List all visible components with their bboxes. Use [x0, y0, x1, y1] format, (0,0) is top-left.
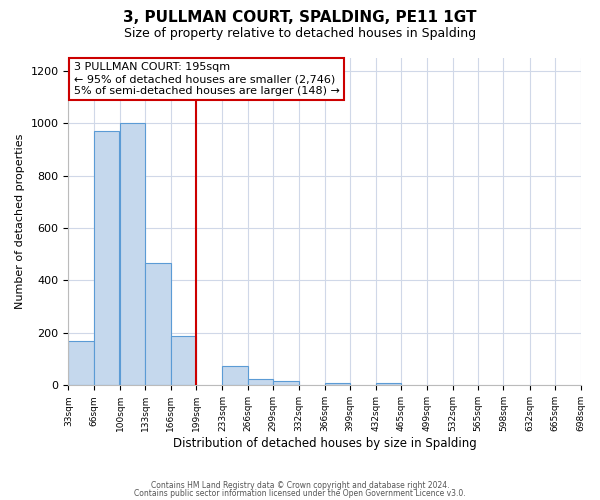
Bar [273, 382, 299, 386]
Bar [171, 336, 196, 386]
Text: Contains HM Land Registry data © Crown copyright and database right 2024.: Contains HM Land Registry data © Crown c… [151, 481, 449, 490]
Bar [248, 379, 273, 386]
Y-axis label: Number of detached properties: Number of detached properties [15, 134, 25, 309]
Text: 3 PULLMAN COURT: 195sqm
← 95% of detached houses are smaller (2,746)
5% of semi-: 3 PULLMAN COURT: 195sqm ← 95% of detache… [74, 62, 340, 96]
X-axis label: Distribution of detached houses by size in Spalding: Distribution of detached houses by size … [173, 437, 476, 450]
Bar [376, 382, 401, 386]
Bar [223, 366, 248, 386]
Bar [120, 123, 145, 386]
Bar [145, 264, 171, 386]
Bar [68, 341, 94, 386]
Text: 3, PULLMAN COURT, SPALDING, PE11 1GT: 3, PULLMAN COURT, SPALDING, PE11 1GT [123, 10, 477, 25]
Text: Size of property relative to detached houses in Spalding: Size of property relative to detached ho… [124, 28, 476, 40]
Bar [325, 382, 350, 386]
Bar [94, 131, 119, 386]
Text: Contains public sector information licensed under the Open Government Licence v3: Contains public sector information licen… [134, 488, 466, 498]
